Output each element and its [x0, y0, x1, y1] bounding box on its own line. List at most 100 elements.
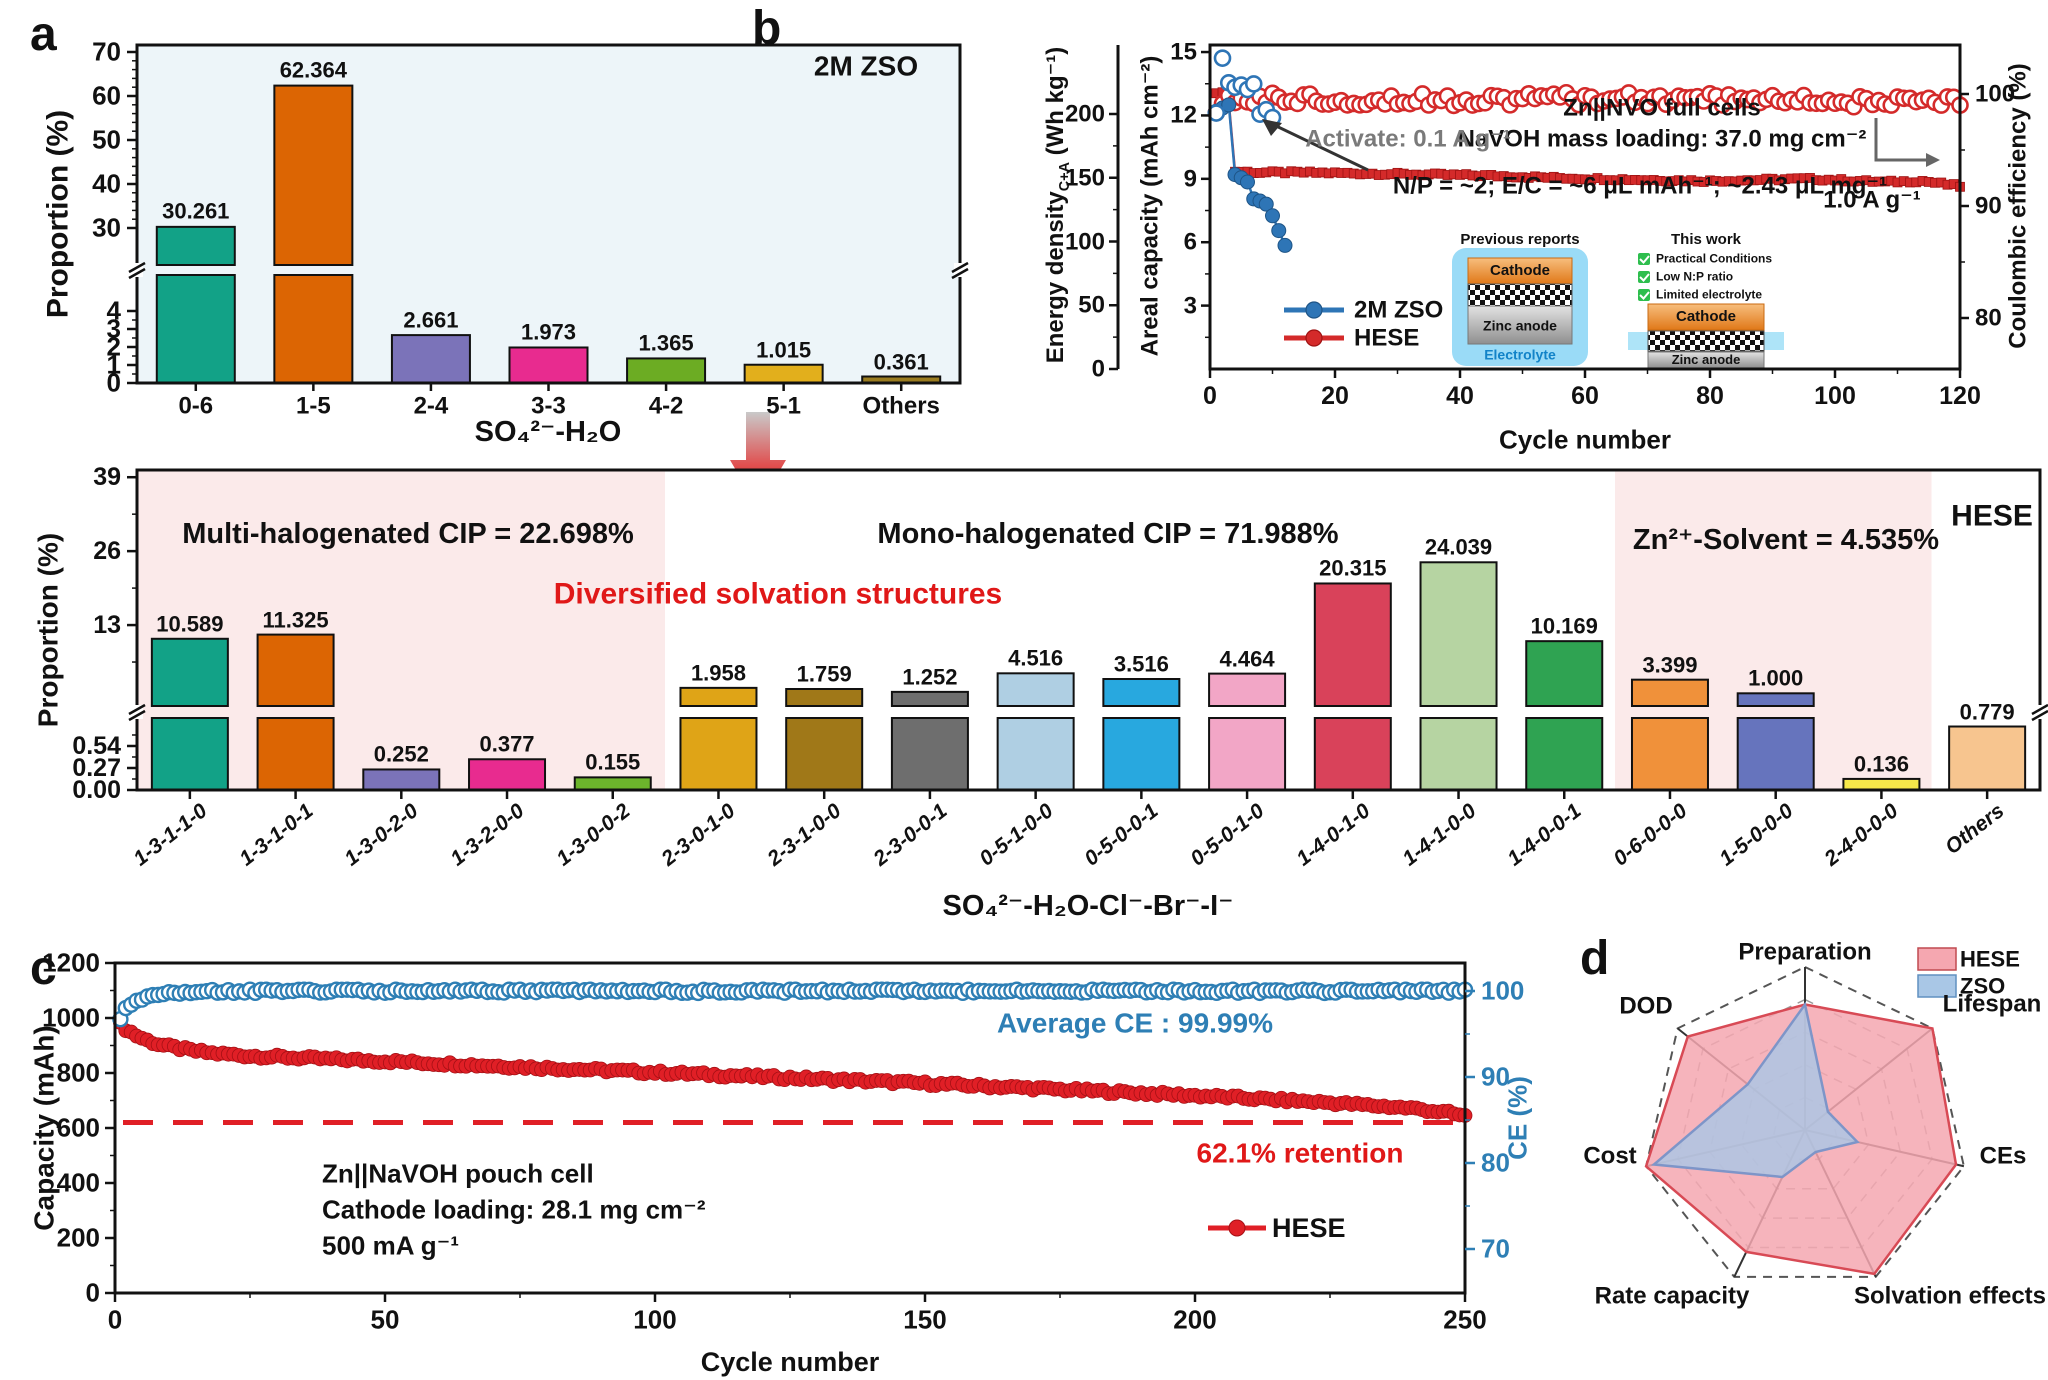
b-annotation-cells: Zn||NVO full cells [1563, 94, 1761, 122]
b-annotation-activate: Activate: 0.1 A g⁻¹ [1305, 125, 1511, 153]
y-tick-label: 1000 [42, 1002, 100, 1033]
inset-separator [1467, 283, 1573, 307]
b-inset-thiswork-title: This work [1670, 231, 1742, 249]
legend-marker-zso [1305, 301, 1323, 319]
inset-zinc-anode [1467, 305, 1573, 345]
bar-segment-upper [155, 225, 236, 266]
radar-axis-solvation: Solvation effects [1853, 1282, 2047, 1310]
y-tick-label: 60 [92, 80, 121, 111]
bar-segment-upper [1313, 582, 1392, 707]
ce-tick-label: 100 [1975, 80, 2016, 108]
hese-region-mono: Mono-halogenated CIP = 71.988% [877, 517, 1339, 550]
b-legend-hese: HESE [1354, 324, 1420, 352]
bar [390, 334, 471, 384]
radar-legend-swatch-zso [1917, 974, 1957, 998]
ce-pointer-arrow-head [1926, 153, 1940, 167]
radar-polygon-zso [1650, 1001, 1860, 1179]
bar-value-label: 10.169 [1530, 613, 1598, 639]
axis-break-slash [951, 261, 969, 274]
radar-legend-hese: HESE [1960, 946, 2020, 972]
x-tick-label: 120 [1939, 381, 1981, 410]
y-tick-label: 13 [93, 610, 121, 639]
hese-ylabel: Proportion (%) [32, 532, 64, 728]
b-inset-thiswork-anode: Zinc anode [1671, 352, 1741, 368]
y-tick-label: 26 [93, 537, 121, 565]
inset2-cathode [1647, 303, 1765, 331]
energy-tick-label: 0 [1091, 355, 1105, 383]
x-category-label: 3-3 [531, 392, 566, 420]
axis-break-slash [128, 709, 146, 722]
check-icon [1638, 253, 1650, 265]
bar-value-label: 1.252 [902, 664, 958, 690]
bar-segment-lower [150, 717, 229, 791]
bar-value-label: 11.325 [262, 607, 329, 633]
b-xlabel: Cycle number [1499, 424, 1671, 455]
axis-break-slash [2031, 703, 2048, 716]
c-info-line-1: Zn||NaVOH pouch cell [322, 1158, 594, 1189]
x-tick-label: 0 [1203, 381, 1217, 410]
energy-tick-label: 200 [1064, 100, 1105, 128]
c-legend-hese: HESE [1272, 1212, 1346, 1243]
bar-segment-upper [996, 672, 1075, 707]
y-tick-label: 0 [106, 367, 121, 398]
check-icon-mark [1639, 273, 1650, 282]
c-xlabel: Cycle number [700, 1346, 880, 1377]
bar-segment-upper [256, 633, 335, 707]
hese-title: HESE [1951, 499, 2033, 533]
y-tick-label: 4 [106, 295, 121, 326]
ce-tick-label: 80 [1975, 304, 2002, 332]
y-tick-label: 50 [92, 124, 121, 155]
panel-label-a: a [30, 8, 57, 61]
ce-pointer-arrow [1874, 118, 1930, 162]
bar-value-label: 4.516 [1008, 645, 1064, 671]
b-inset-electrolyte: Electrolyte [1484, 346, 1556, 363]
b-inset-previous-anode: Zinc anode [1483, 317, 1557, 334]
radar-legend-zso: ZSO [1960, 973, 2006, 999]
panel-c-plot-bg [115, 963, 1465, 1293]
bar-value-label: 2.661 [403, 307, 459, 333]
bar-segment-lower [1102, 717, 1181, 791]
ce-tick-label: 100 [1481, 975, 1525, 1006]
bar-value-label: 10.589 [156, 611, 224, 637]
bar-segment-lower [785, 717, 864, 791]
bar [626, 357, 707, 384]
hese-region-multi: Multi-halogenated CIP = 22.698% [182, 517, 634, 550]
energy-tick-label: 150 [1064, 164, 1105, 192]
bar-segment-lower [1736, 717, 1815, 791]
hese-frame [135, 468, 2042, 792]
bar-value-label: 24.039 [1424, 534, 1493, 560]
energy-tick-label: 50 [1078, 291, 1105, 319]
bar-segment-lower [1419, 717, 1498, 791]
b-energy-label-main: Energy density [1042, 191, 1070, 364]
x-tick-label: 60 [1571, 381, 1599, 410]
x-tick-label: 0 [107, 1304, 123, 1335]
capacity-tick-label: 6 [1183, 228, 1197, 256]
bar-value-label: 0.779 [1959, 698, 2015, 724]
bar-value-label: 30.261 [162, 198, 230, 224]
ce-tick-label: 90 [1481, 1061, 1510, 1092]
panel-a-title: 2M ZSO [813, 50, 919, 82]
panel-a-xlabel: SO₄²⁻-H₂O [474, 415, 622, 448]
bar-value-label: 1.973 [520, 319, 577, 345]
bar-segment-upper [679, 686, 758, 708]
y-tick-label: 0.00 [72, 775, 121, 804]
bar-segment-lower [155, 274, 236, 384]
panel-label-c: c [30, 942, 57, 995]
y-tick-label: 800 [56, 1057, 100, 1088]
bar [573, 776, 652, 791]
data-point-zso-capacity [1265, 208, 1280, 224]
x-category-label: 5-1 [766, 392, 801, 420]
check-icon [1638, 271, 1650, 283]
bar-segment-lower [996, 717, 1075, 791]
ce-tick-label: 90 [1975, 192, 2002, 220]
b-annotation-rate: 1.0 A g⁻¹ [1823, 186, 1921, 214]
b-inset-thiswork-cathode: Cathode [1676, 308, 1736, 326]
b-inset-check-3: Limited electrolyte [1656, 287, 1763, 302]
bar [1948, 725, 2027, 791]
axis-break-slash [128, 261, 146, 274]
data-point-zso-capacity [1221, 97, 1237, 113]
bar-value-label: 62.364 [279, 57, 347, 83]
check-icon [1638, 289, 1650, 301]
